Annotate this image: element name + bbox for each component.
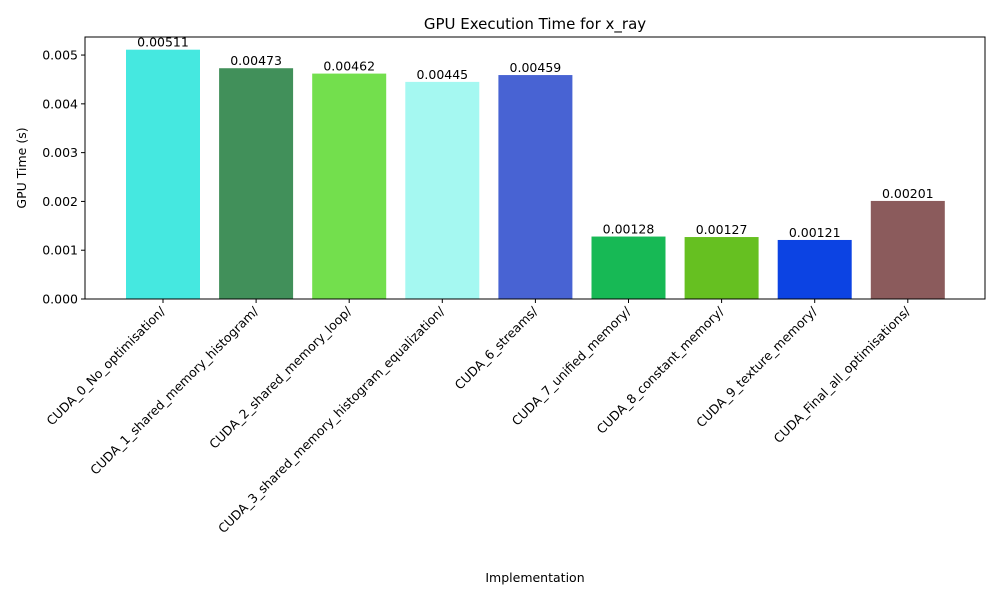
y-axis: 0.000 0.001 0.002 0.003 0.004 0.005 [42,48,85,307]
bar-value-label: 0.00128 [603,222,655,237]
bar [219,68,294,299]
chart-title: GPU Execution Time for x_ray [424,15,646,34]
y-tick-label: 0.002 [42,194,78,209]
bar [126,49,200,299]
y-tick-label: 0.000 [42,292,78,307]
x-tick-label: CUDA_1_shared_memory_histogram/ [87,303,262,478]
bar [870,200,945,299]
x-tick-label: CUDA_6_streams/ [452,303,542,393]
bar-value-label: 0.00511 [137,35,189,50]
x-axis-label: Implementation [485,570,584,585]
bar [777,239,852,299]
bar-value-label: 0.00462 [323,59,375,74]
x-axis: CUDA_0_No_optimisation/CUDA_1_shared_mem… [43,299,913,536]
bar [591,236,666,299]
bar [312,73,387,299]
bar-value-label: 0.00473 [230,53,282,68]
bar-value-label: 0.00201 [882,186,934,201]
y-axis-label: GPU Time (s) [14,127,29,208]
bar [498,75,573,299]
y-tick-label: 0.005 [42,48,78,63]
bar-value-label: 0.00121 [789,225,841,240]
plot-frame [84,36,986,300]
bar-value-labels: 0.00511 0.00473 0.00462 0.00445 0.00459 0.001… [137,35,934,240]
y-tick-label: 0.004 [42,96,78,111]
bar-value-label: 0.00127 [696,222,748,237]
y-tick-label: 0.001 [42,243,78,258]
bars [126,49,945,299]
bar-value-label: 0.00459 [510,60,562,75]
bar-value-label: 0.00445 [416,67,468,82]
bar [684,237,759,299]
bar [405,81,480,299]
y-tick-label: 0.003 [42,145,78,160]
x-tick-label: CUDA_3_shared_memory_histogram_equalizat… [215,303,448,536]
